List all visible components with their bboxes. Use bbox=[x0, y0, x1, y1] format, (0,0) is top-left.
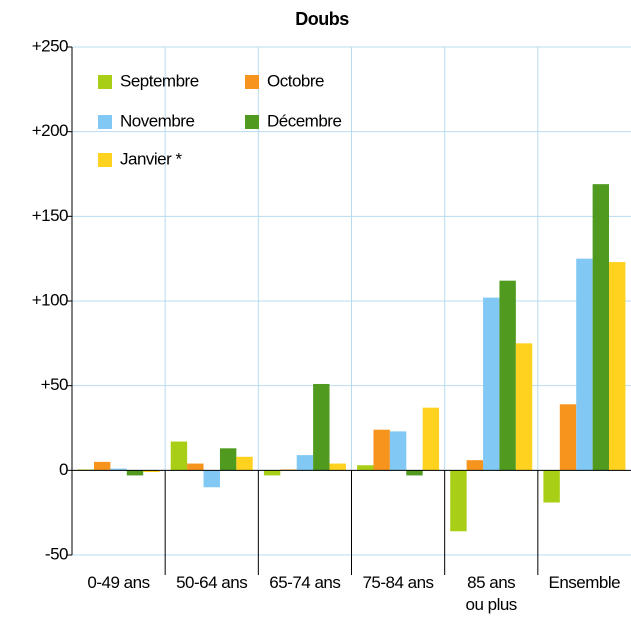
bar bbox=[389, 431, 407, 471]
legend-label: Janvier * bbox=[120, 149, 183, 168]
bar bbox=[609, 262, 626, 471]
legend-label: Décembre bbox=[267, 111, 341, 130]
y-tick-label: -50 bbox=[45, 544, 68, 563]
y-tick-label: +150 bbox=[32, 206, 68, 225]
bar bbox=[219, 448, 237, 471]
bar bbox=[499, 280, 516, 471]
bar bbox=[515, 343, 533, 471]
bar bbox=[422, 407, 440, 471]
bar bbox=[203, 470, 220, 488]
x-tick-label: 85 ans ou plus bbox=[465, 573, 517, 614]
bar bbox=[110, 468, 127, 471]
bar bbox=[450, 470, 467, 532]
bar bbox=[263, 470, 281, 476]
bar bbox=[576, 258, 593, 471]
x-tick-label: 65-74 ans bbox=[269, 573, 341, 592]
y-tick-label: +100 bbox=[32, 290, 68, 309]
legend-label: Novembre bbox=[120, 111, 194, 130]
bar bbox=[483, 297, 500, 471]
bar bbox=[236, 456, 253, 471]
bar bbox=[357, 465, 374, 471]
y-tick-label: 0 bbox=[59, 460, 68, 479]
bar bbox=[592, 184, 610, 471]
y-tick-label: +200 bbox=[32, 121, 68, 140]
bar bbox=[329, 463, 346, 471]
bar bbox=[126, 470, 144, 476]
bar bbox=[143, 470, 160, 473]
y-tick-label: +50 bbox=[41, 375, 68, 394]
x-tick-label: 0-49 ans bbox=[87, 573, 150, 592]
bar bbox=[406, 470, 423, 476]
legend-swatch bbox=[98, 75, 112, 89]
bar bbox=[296, 455, 314, 471]
legend-swatch bbox=[98, 153, 112, 167]
x-tick-label: 75-84 ans bbox=[362, 573, 434, 592]
legend-swatch bbox=[98, 115, 112, 129]
bar bbox=[313, 383, 330, 471]
bar bbox=[93, 461, 111, 471]
legend-label: Septembre bbox=[120, 71, 199, 90]
bar bbox=[187, 463, 204, 471]
x-tick-label: 50-64 ans bbox=[176, 573, 248, 592]
bar bbox=[466, 460, 484, 471]
chart-title: Doubs bbox=[295, 9, 349, 29]
bar bbox=[559, 404, 577, 471]
y-tick-label: +250 bbox=[32, 36, 68, 55]
bar bbox=[170, 441, 188, 471]
bar bbox=[543, 470, 560, 503]
legend-swatch bbox=[245, 75, 259, 89]
legend-label: Octobre bbox=[267, 71, 324, 90]
legend-swatch bbox=[245, 115, 259, 129]
x-tick-label: Ensemble bbox=[548, 573, 621, 592]
bar bbox=[373, 429, 390, 471]
